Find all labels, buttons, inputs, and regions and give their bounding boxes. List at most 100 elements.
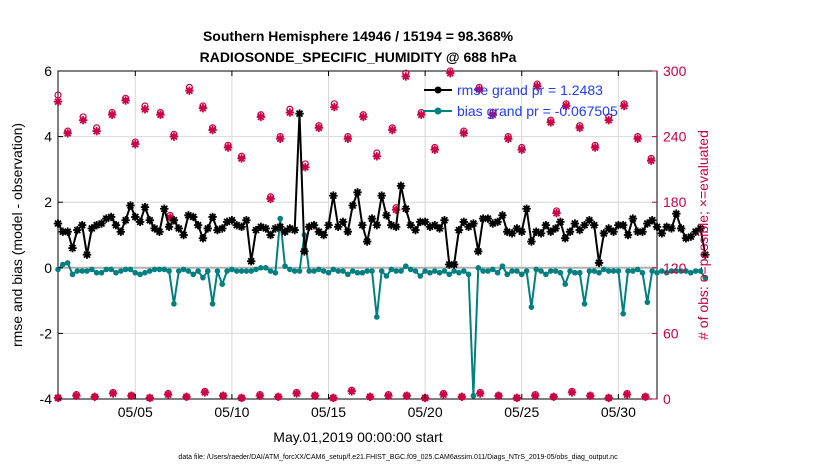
obs-high-point-evaluated-stroke xyxy=(199,104,207,112)
rmse-series xyxy=(53,109,710,269)
bias-point xyxy=(185,268,192,274)
bias-point xyxy=(93,269,100,276)
obs-high-point-evaluated xyxy=(488,110,497,119)
bias-point xyxy=(533,266,540,273)
bias-point xyxy=(562,281,569,288)
rmse-star-stroke xyxy=(228,216,236,224)
rmse-star xyxy=(179,230,188,240)
bias-point xyxy=(605,268,612,274)
obs-high-point-evaluated xyxy=(575,123,584,133)
obs-high-point-evaluated-stroke xyxy=(276,135,284,143)
rmse-star-stroke xyxy=(469,219,478,228)
obs-high-point-evaluated-stroke xyxy=(446,69,454,77)
obs-low-point-evaluated-stroke xyxy=(476,389,484,398)
bias-point xyxy=(610,268,617,274)
bias-point xyxy=(480,268,486,274)
bias-point xyxy=(166,268,172,274)
obs-high-point-evaluated-stroke xyxy=(533,82,541,90)
rmse-star-stroke xyxy=(155,228,164,236)
rmse-star xyxy=(411,225,420,235)
rmse-star-stroke xyxy=(218,224,226,233)
rmse-star-stroke xyxy=(590,221,598,229)
rmse-star xyxy=(261,224,270,233)
rmse-star xyxy=(372,220,382,230)
obs-high-point-evaluated xyxy=(633,134,642,143)
bias-point xyxy=(456,269,462,276)
obs-low-point-evaluated-stroke xyxy=(384,392,393,400)
rmse-star xyxy=(401,204,411,213)
obs-low-point-evaluated xyxy=(329,393,338,403)
rmse-star-stroke xyxy=(411,226,420,234)
rmse-star xyxy=(575,225,584,235)
rmse-star xyxy=(474,247,483,256)
bias-point xyxy=(557,269,564,276)
obs-low-point-evaluated xyxy=(145,393,154,403)
obs-low-point-evaluated-stroke xyxy=(439,391,448,399)
rmse-star xyxy=(362,237,372,246)
obs-low-point-evaluated xyxy=(531,391,540,400)
y-right-tick-label: 240 xyxy=(663,129,687,145)
obs-high-point-evaluated xyxy=(504,134,513,143)
bias-point xyxy=(364,268,370,274)
obs-high-point-evaluated-stroke xyxy=(79,116,87,124)
rmse-star-stroke xyxy=(513,224,521,233)
rmse-star-stroke xyxy=(349,201,357,210)
rmse-star-stroke xyxy=(474,247,482,256)
rmse-star xyxy=(449,260,459,269)
obs-high-point-evaluated xyxy=(619,101,629,111)
obs-high-point-evaluated-stroke xyxy=(108,111,116,119)
bias-point xyxy=(238,268,245,274)
rmse-star xyxy=(116,227,125,236)
bias-point xyxy=(84,268,90,274)
rmse-star xyxy=(382,211,391,220)
obs-high-point-evaluated-stroke xyxy=(64,129,72,137)
obs-high-point-evaluated-stroke xyxy=(93,127,101,135)
bias-point xyxy=(253,266,259,273)
rmse-star-stroke xyxy=(692,228,700,236)
obs-high-point-evaluated-stroke xyxy=(620,102,628,110)
rmse-star-stroke xyxy=(320,231,328,239)
rmse-star-stroke xyxy=(629,214,637,223)
obs-low-point-evaluated-stroke xyxy=(458,393,466,401)
bias-point xyxy=(543,271,549,278)
obs-low-point-evaluated xyxy=(475,389,485,398)
bias-point xyxy=(470,392,477,399)
rmse-star xyxy=(218,224,227,233)
rmse-star-stroke xyxy=(189,213,197,221)
rmse-star xyxy=(63,227,72,236)
obs-high-point-evaluated xyxy=(140,105,150,114)
rmse-star xyxy=(309,220,319,230)
rmse-star-stroke xyxy=(460,218,468,226)
bias-point xyxy=(98,269,105,276)
obs-low-point-evaluated-stroke xyxy=(641,393,650,401)
rmse-star xyxy=(469,219,478,228)
rmse-star xyxy=(628,214,638,223)
obs-low-point-evaluated xyxy=(567,388,577,397)
rmse-star-stroke xyxy=(609,228,618,236)
obs-high-point-evaluated xyxy=(330,102,339,112)
obs-low-point-evaluated-stroke xyxy=(586,392,594,400)
bias-point xyxy=(388,266,395,273)
obs-high-point-evaluated-stroke xyxy=(257,113,265,121)
bias-point xyxy=(132,269,139,276)
bias-point xyxy=(591,268,598,274)
obs-low-point-evaluated-stroke xyxy=(403,392,411,400)
rmse-star-stroke xyxy=(276,223,284,231)
bias-point xyxy=(229,266,235,273)
data-file-footer: data file: /Users/raeder/DAI/ATM_forcXX/… xyxy=(178,454,618,461)
rmse-star xyxy=(169,216,179,225)
obs-low-point-evaluated xyxy=(127,391,136,400)
rmse-star xyxy=(140,202,150,212)
obs-low-point-evaluated xyxy=(292,389,301,398)
obs-low-point-evaluated-stroke xyxy=(348,387,356,395)
rmse-star xyxy=(667,224,676,233)
rmse-star-stroke xyxy=(498,211,507,219)
bias-point xyxy=(581,301,588,307)
bias-point xyxy=(311,268,317,274)
bias-point xyxy=(460,268,467,274)
obs-low-point-evaluated-stroke xyxy=(201,388,209,397)
bias-point xyxy=(156,266,163,273)
bias-series xyxy=(55,215,709,399)
bias-point xyxy=(446,271,453,278)
obs-high-point-evaluated-stroke xyxy=(359,113,367,121)
